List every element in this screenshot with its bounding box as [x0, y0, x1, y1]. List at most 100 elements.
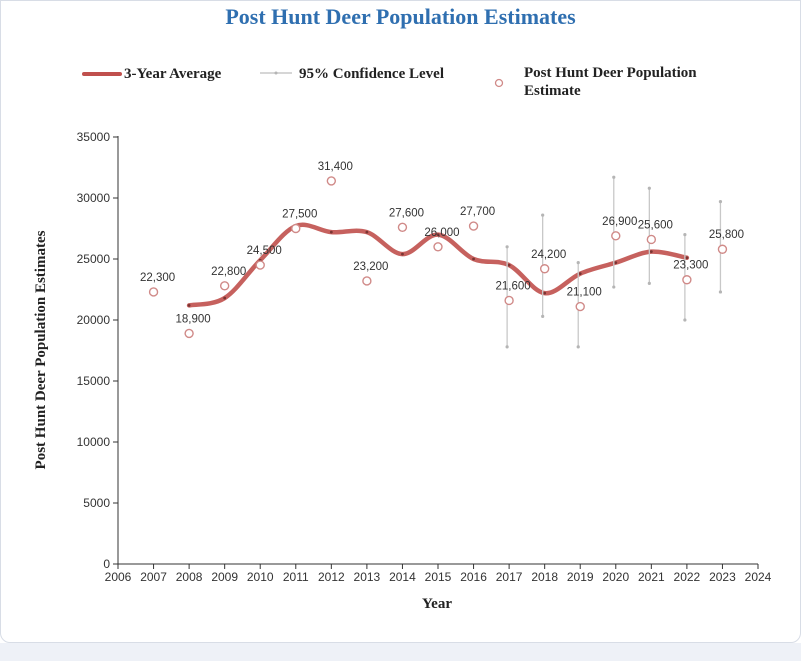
- x-tick-label: 2014: [389, 570, 416, 584]
- footer-strip: [0, 643, 801, 661]
- x-tick-label: 2020: [602, 570, 629, 584]
- x-tick-label: 2021: [638, 570, 665, 584]
- estimate-point: [148, 287, 159, 297]
- estimate-point: [184, 328, 194, 339]
- average-point: [365, 230, 369, 234]
- y-tick-label: 15000: [77, 374, 111, 388]
- estimate-point: [504, 295, 514, 306]
- data-label: 24,200: [531, 249, 566, 261]
- x-tick-label: 2007: [140, 570, 167, 584]
- data-label: 27,600: [389, 207, 424, 219]
- legend-estimate-label[interactable]: Post Hunt Deer Population Estimate: [524, 65, 697, 99]
- x-tick-label: 2011: [283, 570, 309, 584]
- data-label: 22,800: [211, 266, 246, 278]
- confidence-low-dot: [612, 285, 616, 289]
- average-point: [187, 303, 191, 307]
- x-tick-label: 2015: [425, 570, 452, 584]
- confidence-low-dot: [541, 314, 545, 318]
- chart-title: Post Hunt Deer Population Estimates: [225, 4, 576, 29]
- x-tick-label: 2016: [460, 570, 487, 584]
- data-label: 27,500: [282, 209, 317, 221]
- estimate-point: [682, 275, 692, 285]
- estimate-point: [255, 260, 265, 270]
- average-point: [543, 291, 547, 295]
- y-tick-label: 20000: [77, 313, 111, 327]
- average-point: [401, 252, 404, 256]
- data-label: 25,600: [638, 219, 673, 231]
- data-label: 23,200: [353, 261, 388, 273]
- estimate-point: [433, 242, 443, 252]
- x-tick-label: 2009: [211, 570, 238, 584]
- y-tick-label: 0: [103, 557, 110, 571]
- estimate-point: [219, 281, 230, 291]
- confidence-high-dot: [505, 245, 509, 249]
- x-tick-label: 2012: [318, 570, 345, 584]
- legend-confidence-swatch-dot: [274, 71, 278, 75]
- estimate-point: [611, 231, 621, 241]
- average-point: [614, 261, 618, 265]
- x-tick-label: 2010: [247, 570, 274, 584]
- y-tick-label: 10000: [77, 435, 111, 449]
- x-tick-label: 2013: [354, 570, 381, 584]
- data-label: 26,900: [602, 216, 637, 228]
- average-point: [223, 296, 227, 300]
- data-label: 27,700: [460, 206, 495, 218]
- legend-average-label[interactable]: 3-Year Average: [124, 66, 222, 82]
- y-tick-label: 35000: [77, 130, 111, 144]
- legend-graphics: [82, 71, 504, 88]
- estimate-point: [539, 264, 550, 274]
- estimate-point: [326, 176, 337, 186]
- confidence-low-dot: [647, 281, 651, 285]
- average-point: [649, 250, 653, 254]
- data-label: 26,000: [424, 227, 459, 239]
- y-tick-label: 5000: [83, 496, 110, 510]
- x-tick-label: 2024: [745, 570, 772, 584]
- x-tick-label: 2018: [531, 570, 558, 584]
- confidence-high-dot: [718, 200, 723, 204]
- average-point: [436, 233, 440, 237]
- data-label: 25,800: [709, 229, 744, 241]
- data-label: 22,300: [140, 272, 175, 284]
- x-tick-label: 2019: [567, 570, 594, 584]
- average-point: [472, 257, 475, 261]
- estimate-point: [362, 276, 372, 286]
- average-point: [507, 263, 511, 267]
- average-point: [578, 272, 582, 276]
- estimate-point: [291, 223, 301, 234]
- estimate-point: [575, 301, 585, 312]
- confidence-high-dot: [683, 233, 687, 237]
- x-tick-label: 2017: [496, 570, 523, 584]
- legend-confidence-label[interactable]: 95% Confidence Level: [299, 66, 444, 82]
- data-label: 23,300: [673, 260, 708, 272]
- x-axis-label: Year: [422, 596, 452, 612]
- y-tick-label: 25000: [77, 252, 111, 266]
- data-label: 31,400: [318, 161, 353, 173]
- confidence-high-dot: [612, 175, 616, 179]
- confidence-low-dot: [718, 290, 723, 294]
- confidence-high-dot: [541, 213, 545, 217]
- confidence-low-dot: [683, 318, 687, 322]
- data-label: 24,500: [247, 245, 282, 257]
- x-tick-label: 2008: [176, 570, 203, 584]
- confidence-low-dot: [576, 345, 580, 349]
- data-label: 21,600: [496, 280, 531, 292]
- chart-frame: [0, 0, 801, 643]
- average-point: [329, 230, 333, 234]
- estimate-point: [717, 244, 728, 254]
- estimate-point: [468, 221, 479, 231]
- estimate-point: [397, 222, 408, 232]
- x-tick-label: 2023: [709, 570, 736, 584]
- confidence-high-dot: [647, 186, 651, 190]
- average-point: [685, 256, 689, 260]
- y-axis-label: Post Hunt Deer Population Estimates: [33, 230, 49, 469]
- estimate-points-group: [148, 176, 728, 339]
- average-line-group: [186, 222, 690, 308]
- legend-estimate-swatch[interactable]: [494, 78, 504, 88]
- estimate-point: [646, 234, 657, 245]
- confidence-high-dot: [576, 261, 580, 265]
- y-tick-label: 30000: [77, 191, 111, 205]
- x-tick-label: 2006: [105, 570, 132, 584]
- data-label: 21,100: [567, 287, 602, 299]
